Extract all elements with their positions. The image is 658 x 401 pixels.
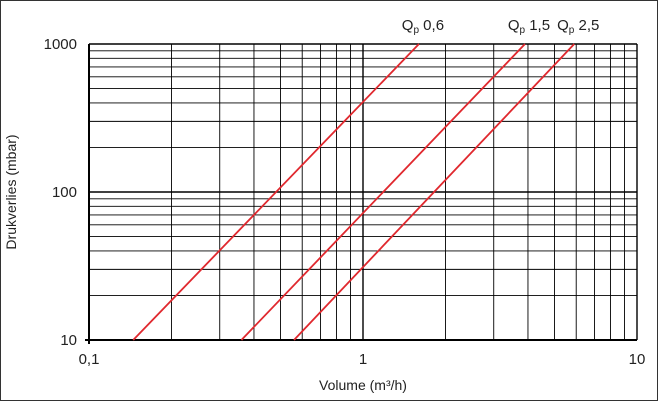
grid: [85, 43, 638, 344]
x-axis-label: Volume (m³/h): [319, 377, 407, 393]
series-label-3: Qp 2,5: [557, 17, 599, 36]
y-tick-label: 1000: [44, 36, 77, 53]
series-line-2: [240, 43, 526, 341]
series-lines: [132, 43, 575, 341]
series-labels: Qp 0,6 Qp 1,5 Qp 2,5: [402, 17, 600, 36]
series-label-1: Qp 0,6: [402, 17, 444, 36]
x-tick-label: 1: [359, 351, 367, 368]
y-tick-label: 100: [52, 184, 77, 201]
series-line-3: [293, 43, 575, 341]
y-axis-label: Drukverlies (mbar): [3, 134, 19, 249]
y-tick-label: 10: [60, 332, 77, 349]
tick-labels: 0,1 1 10 10 100 1000: [44, 36, 646, 368]
x-tick-label: 10: [629, 351, 646, 368]
series-label-2: Qp 1,5: [508, 17, 550, 36]
series-line-1: [132, 43, 420, 341]
x-tick-label: 0,1: [79, 351, 100, 368]
